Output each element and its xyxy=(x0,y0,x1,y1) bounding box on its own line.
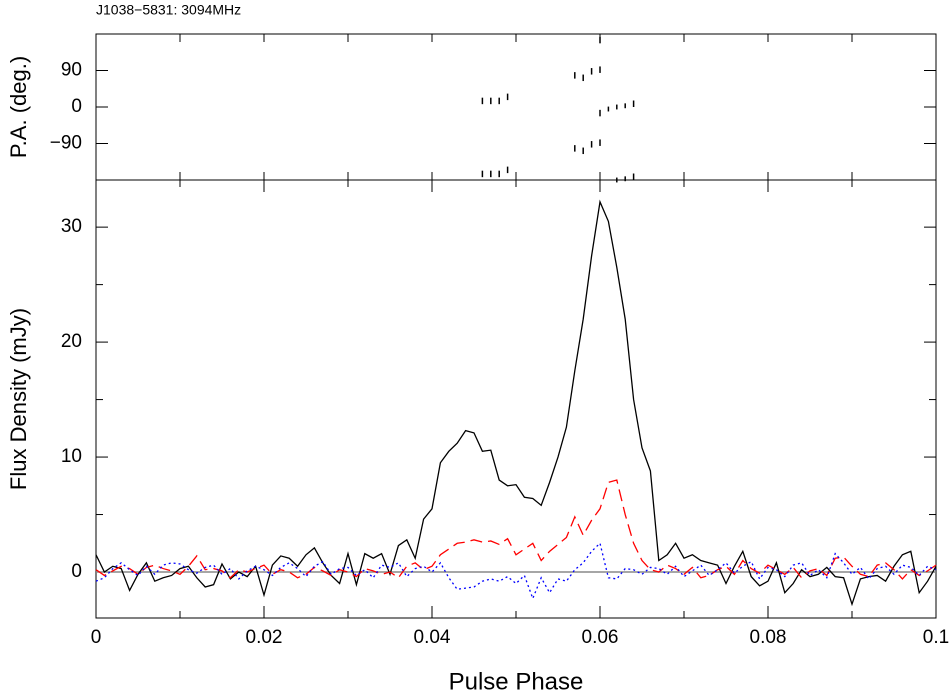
x-tick-label: 0.04 xyxy=(414,627,451,648)
panel-frame xyxy=(95,179,937,619)
x-tick-label: 0.08 xyxy=(750,627,787,648)
y-tick-label: 10 xyxy=(61,446,82,467)
x-tick-label: 0.06 xyxy=(582,627,619,648)
y-tick-label: 30 xyxy=(61,216,82,237)
x-axis-label: Pulse Phase xyxy=(449,668,584,693)
y-tick-label: 20 xyxy=(61,331,82,352)
x-tick-label: 0.02 xyxy=(246,627,283,648)
y-tick-label: 0 xyxy=(71,561,82,582)
y-tick-label: 90 xyxy=(61,60,82,81)
panel-frame xyxy=(95,33,937,181)
series-line xyxy=(95,199,937,607)
series-line xyxy=(95,479,937,580)
chart-title: J1038−5831: 3094MHz xyxy=(96,2,241,18)
x-tick-label: 0.1 xyxy=(923,627,949,648)
series-line xyxy=(95,542,937,601)
y-axis-label: Flux Density (mJy) xyxy=(6,308,31,490)
y-axis-label: P.A. (deg.) xyxy=(6,56,31,158)
x-tick-label: 0 xyxy=(91,627,102,648)
y-tick-label: −90 xyxy=(50,133,82,154)
y-tick-label: 0 xyxy=(71,96,82,117)
